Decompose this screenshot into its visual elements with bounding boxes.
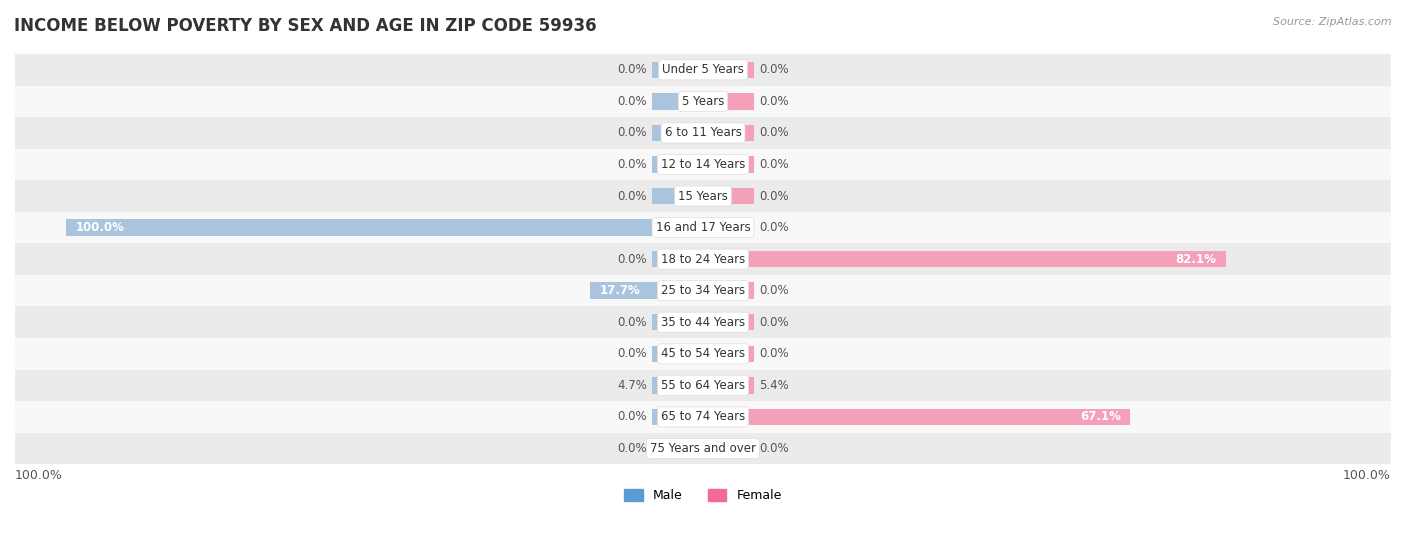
- Text: 0.0%: 0.0%: [759, 316, 789, 329]
- Text: 82.1%: 82.1%: [1175, 253, 1216, 266]
- Text: 4.7%: 4.7%: [617, 379, 647, 392]
- Bar: [652, 345, 703, 362]
- FancyBboxPatch shape: [3, 85, 1403, 117]
- Text: 25 to 34 Years: 25 to 34 Years: [661, 284, 745, 297]
- Text: 6 to 11 Years: 6 to 11 Years: [665, 127, 741, 140]
- Text: 0.0%: 0.0%: [759, 158, 789, 171]
- Bar: [703, 219, 754, 236]
- Text: 0.0%: 0.0%: [759, 95, 789, 108]
- Bar: [66, 219, 703, 236]
- Text: 0.0%: 0.0%: [617, 95, 647, 108]
- Text: 17.7%: 17.7%: [600, 284, 641, 297]
- Text: 0.0%: 0.0%: [759, 442, 789, 455]
- Text: 0.0%: 0.0%: [617, 442, 647, 455]
- Text: 0.0%: 0.0%: [759, 284, 789, 297]
- Bar: [652, 219, 703, 236]
- FancyBboxPatch shape: [3, 306, 1403, 338]
- Bar: [703, 408, 754, 425]
- FancyBboxPatch shape: [3, 369, 1403, 401]
- Bar: [703, 156, 754, 172]
- Text: Source: ZipAtlas.com: Source: ZipAtlas.com: [1274, 17, 1392, 27]
- Text: 35 to 44 Years: 35 to 44 Years: [661, 316, 745, 329]
- Bar: [652, 282, 703, 299]
- Bar: [652, 440, 703, 456]
- Bar: [673, 377, 703, 393]
- Text: 75 Years and over: 75 Years and over: [650, 442, 756, 455]
- FancyBboxPatch shape: [3, 54, 1403, 85]
- Bar: [703, 377, 737, 393]
- Text: 67.1%: 67.1%: [1080, 410, 1121, 424]
- Bar: [703, 251, 1226, 267]
- Bar: [703, 125, 754, 141]
- Bar: [652, 314, 703, 330]
- Text: 16 and 17 Years: 16 and 17 Years: [655, 221, 751, 234]
- Bar: [652, 251, 703, 267]
- Text: 0.0%: 0.0%: [617, 64, 647, 76]
- Bar: [591, 282, 703, 299]
- Bar: [703, 440, 754, 456]
- Bar: [703, 93, 754, 109]
- Text: 100.0%: 100.0%: [15, 469, 63, 482]
- Bar: [652, 188, 703, 204]
- Bar: [652, 125, 703, 141]
- Text: 0.0%: 0.0%: [759, 127, 789, 140]
- FancyBboxPatch shape: [3, 338, 1403, 369]
- Text: 100.0%: 100.0%: [76, 221, 124, 234]
- FancyBboxPatch shape: [3, 243, 1403, 275]
- FancyBboxPatch shape: [3, 212, 1403, 243]
- Text: 65 to 74 Years: 65 to 74 Years: [661, 410, 745, 424]
- FancyBboxPatch shape: [3, 275, 1403, 306]
- Text: 0.0%: 0.0%: [617, 410, 647, 424]
- Text: 0.0%: 0.0%: [759, 190, 789, 203]
- Bar: [703, 345, 754, 362]
- FancyBboxPatch shape: [3, 180, 1403, 212]
- Text: 5.4%: 5.4%: [759, 379, 789, 392]
- Text: 0.0%: 0.0%: [617, 347, 647, 360]
- Bar: [652, 93, 703, 109]
- Bar: [703, 377, 754, 393]
- Text: 0.0%: 0.0%: [759, 347, 789, 360]
- FancyBboxPatch shape: [3, 149, 1403, 180]
- Text: 100.0%: 100.0%: [1343, 469, 1391, 482]
- Text: INCOME BELOW POVERTY BY SEX AND AGE IN ZIP CODE 59936: INCOME BELOW POVERTY BY SEX AND AGE IN Z…: [14, 17, 596, 35]
- Bar: [703, 188, 754, 204]
- Text: 5 Years: 5 Years: [682, 95, 724, 108]
- Text: 12 to 14 Years: 12 to 14 Years: [661, 158, 745, 171]
- Text: 18 to 24 Years: 18 to 24 Years: [661, 253, 745, 266]
- Bar: [652, 408, 703, 425]
- FancyBboxPatch shape: [3, 401, 1403, 432]
- Bar: [703, 408, 1130, 425]
- FancyBboxPatch shape: [3, 432, 1403, 464]
- Text: 0.0%: 0.0%: [617, 316, 647, 329]
- Legend: Male, Female: Male, Female: [619, 484, 787, 507]
- Text: 0.0%: 0.0%: [617, 253, 647, 266]
- Text: 0.0%: 0.0%: [617, 190, 647, 203]
- Text: 0.0%: 0.0%: [617, 127, 647, 140]
- Bar: [652, 377, 703, 393]
- Text: 45 to 54 Years: 45 to 54 Years: [661, 347, 745, 360]
- Bar: [703, 282, 754, 299]
- Bar: [703, 251, 754, 267]
- Text: 0.0%: 0.0%: [759, 64, 789, 76]
- FancyBboxPatch shape: [3, 117, 1403, 149]
- Bar: [703, 314, 754, 330]
- Text: 15 Years: 15 Years: [678, 190, 728, 203]
- Bar: [703, 61, 754, 78]
- Bar: [652, 156, 703, 172]
- Bar: [652, 61, 703, 78]
- Text: Under 5 Years: Under 5 Years: [662, 64, 744, 76]
- Text: 0.0%: 0.0%: [759, 221, 789, 234]
- Text: 0.0%: 0.0%: [617, 158, 647, 171]
- Text: 55 to 64 Years: 55 to 64 Years: [661, 379, 745, 392]
